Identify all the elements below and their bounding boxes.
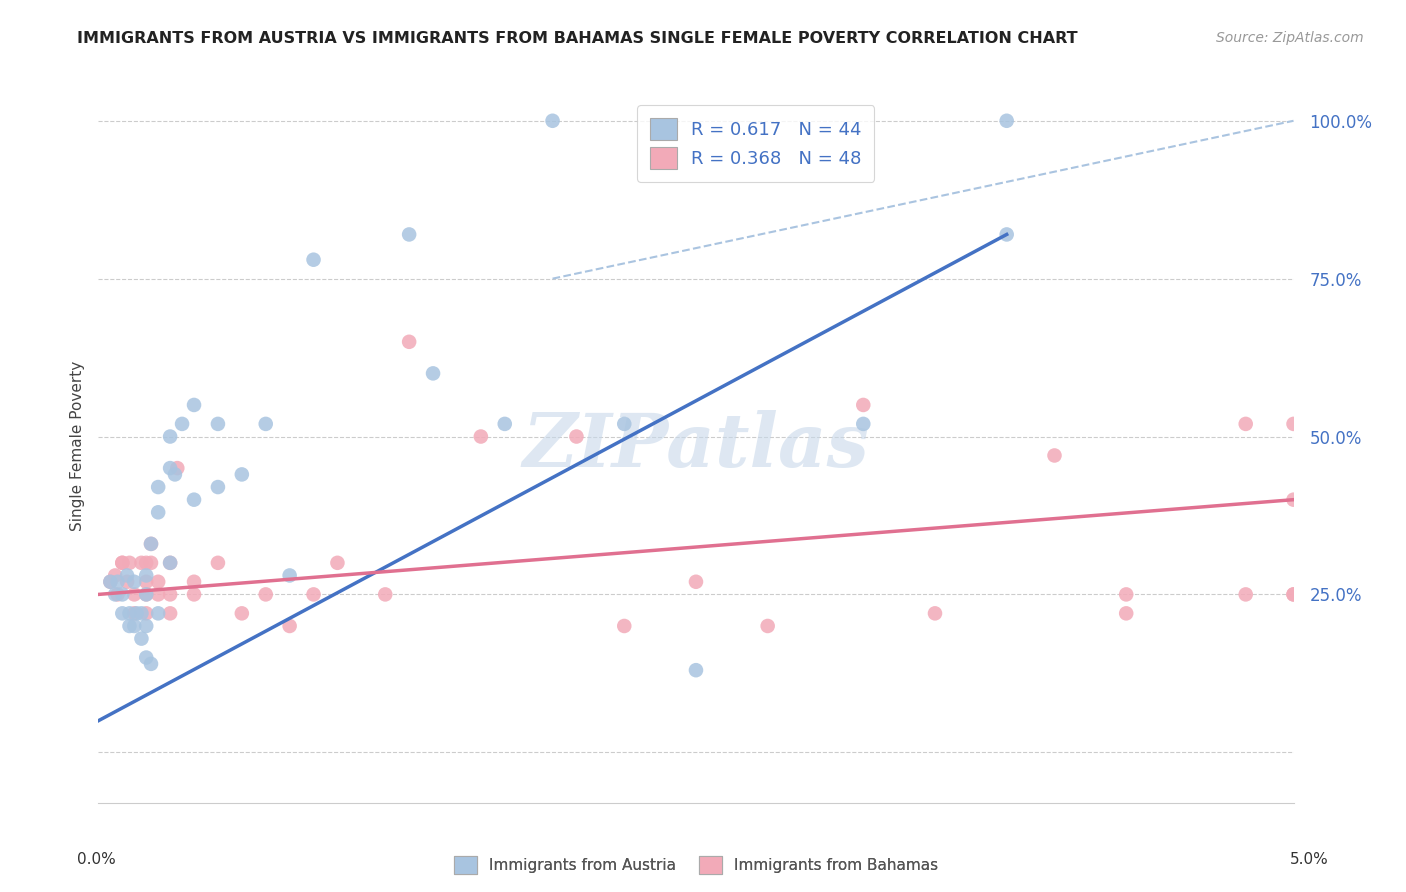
Point <box>852 417 875 431</box>
Point <box>207 480 229 494</box>
Point <box>148 480 170 494</box>
Point <box>135 574 157 589</box>
Point <box>172 417 194 431</box>
Point <box>148 574 170 589</box>
Point <box>111 607 134 621</box>
Point <box>159 607 181 621</box>
Point <box>470 429 492 443</box>
Point <box>111 556 134 570</box>
Point <box>398 227 420 242</box>
Point <box>1282 587 1305 601</box>
Point <box>139 537 162 551</box>
Point <box>207 417 229 431</box>
Point <box>118 556 141 570</box>
Point <box>995 113 1018 128</box>
Point <box>131 607 153 621</box>
Point <box>135 607 157 621</box>
Point <box>131 556 153 570</box>
Point <box>374 587 396 601</box>
Point <box>1234 417 1257 431</box>
Point <box>125 607 148 621</box>
Point <box>118 607 141 621</box>
Point <box>107 574 129 589</box>
Point <box>398 334 420 349</box>
Point <box>924 607 946 621</box>
Point <box>135 587 157 601</box>
Point <box>541 113 564 128</box>
Point <box>111 587 134 601</box>
Point <box>124 587 146 601</box>
Point <box>98 574 122 589</box>
Text: ZIPatlas: ZIPatlas <box>523 409 869 483</box>
Point <box>124 619 146 633</box>
Point <box>115 568 138 582</box>
Point <box>685 663 707 677</box>
Legend: Immigrants from Austria, Immigrants from Bahamas: Immigrants from Austria, Immigrants from… <box>447 850 945 880</box>
Point <box>1234 587 1257 601</box>
Point <box>231 607 253 621</box>
Point <box>124 574 146 589</box>
Point <box>124 607 146 621</box>
Point <box>1115 587 1137 601</box>
Point <box>302 252 325 267</box>
Point <box>135 619 157 633</box>
Text: Source: ZipAtlas.com: Source: ZipAtlas.com <box>1216 31 1364 45</box>
Point <box>135 556 157 570</box>
Point <box>139 556 162 570</box>
Point <box>118 619 141 633</box>
Point <box>613 619 636 633</box>
Point <box>111 556 134 570</box>
Point <box>254 417 277 431</box>
Point <box>135 587 157 601</box>
Point <box>995 227 1018 242</box>
Point <box>1282 417 1305 431</box>
Y-axis label: Single Female Poverty: Single Female Poverty <box>69 361 84 531</box>
Point <box>163 467 186 482</box>
Point <box>115 574 138 589</box>
Point <box>852 398 875 412</box>
Point <box>104 587 127 601</box>
Point <box>231 467 253 482</box>
Point <box>107 587 129 601</box>
Text: 5.0%: 5.0% <box>1289 852 1329 867</box>
Point <box>565 429 588 443</box>
Point <box>326 556 349 570</box>
Point <box>135 568 157 582</box>
Point <box>756 619 779 633</box>
Point <box>135 650 157 665</box>
Point <box>422 367 444 381</box>
Point <box>278 619 301 633</box>
Point <box>183 492 205 507</box>
Point <box>1282 587 1305 601</box>
Point <box>159 587 181 601</box>
Point <box>148 587 170 601</box>
Point <box>159 556 181 570</box>
Point <box>159 429 181 443</box>
Point <box>148 505 170 519</box>
Point <box>278 568 301 582</box>
Point <box>166 461 188 475</box>
Point <box>183 587 205 601</box>
Point <box>139 657 162 671</box>
Point <box>148 607 170 621</box>
Text: IMMIGRANTS FROM AUSTRIA VS IMMIGRANTS FROM BAHAMAS SINGLE FEMALE POVERTY CORRELA: IMMIGRANTS FROM AUSTRIA VS IMMIGRANTS FR… <box>77 31 1078 46</box>
Point <box>613 417 636 431</box>
Point <box>139 537 162 551</box>
Point <box>302 587 325 601</box>
Text: 0.0%: 0.0% <box>77 852 117 867</box>
Point <box>494 417 516 431</box>
Point <box>131 632 153 646</box>
Point <box>254 587 277 601</box>
Point <box>98 574 122 589</box>
Point <box>1043 449 1066 463</box>
Point <box>183 574 205 589</box>
Point <box>685 574 707 589</box>
Point <box>183 398 205 412</box>
Point <box>159 556 181 570</box>
Point <box>1115 607 1137 621</box>
Point <box>159 461 181 475</box>
Point <box>207 556 229 570</box>
Point <box>1282 492 1305 507</box>
Point <box>104 568 127 582</box>
